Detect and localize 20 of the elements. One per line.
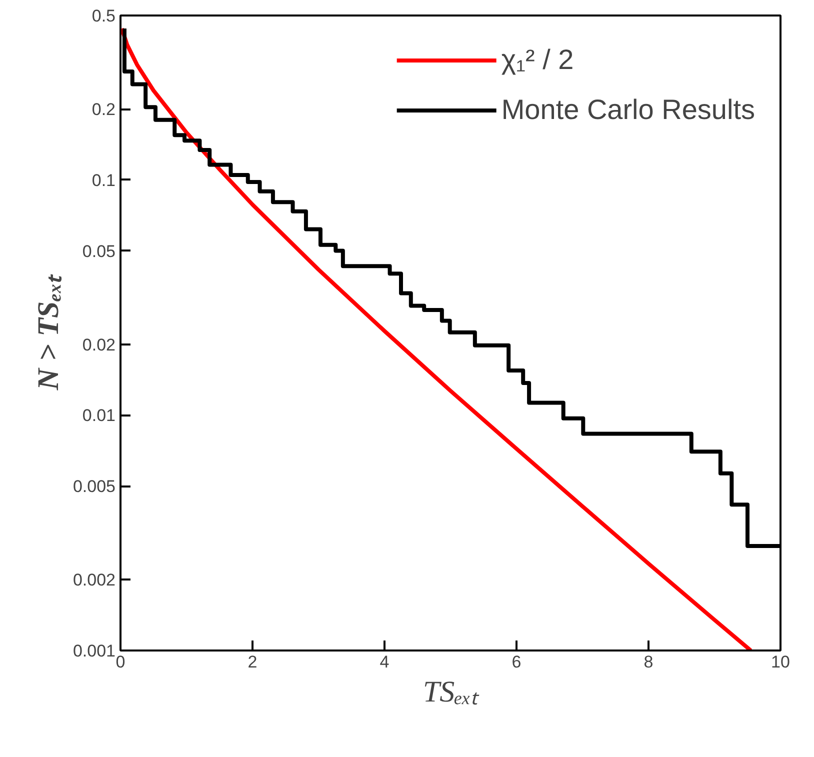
- y-tick-label: 0.02: [82, 335, 116, 354]
- y-tick-label: 0.002: [72, 570, 116, 590]
- legend-label: χ₁² / 2: [501, 43, 574, 77]
- y-tick-label: 0.05: [82, 242, 116, 261]
- x-tick-label: 0: [116, 652, 126, 672]
- y-axis-title: N > TSₑₓₜ: [32, 274, 65, 392]
- x-tick-label: 10: [771, 652, 790, 672]
- y-tick-label: 0.1: [92, 170, 116, 190]
- legend-label: Monte Carlo Results: [501, 93, 755, 127]
- x-axis-title: TSₑₓₜ: [422, 676, 480, 708]
- y-tick-label: 0.001: [72, 642, 116, 660]
- y-tick-label: 0.01: [82, 406, 116, 426]
- x-tick-label: 2: [248, 652, 258, 672]
- y-tick-label: 0.005: [72, 477, 116, 496]
- y-tick-label: 0.5: [92, 6, 116, 26]
- line-series: [120, 26, 753, 650]
- x-tick-label: 6: [512, 652, 522, 672]
- x-tick-label: 4: [380, 652, 390, 672]
- y-tick-label: 0.2: [92, 100, 116, 120]
- x-tick-label: 8: [644, 652, 654, 672]
